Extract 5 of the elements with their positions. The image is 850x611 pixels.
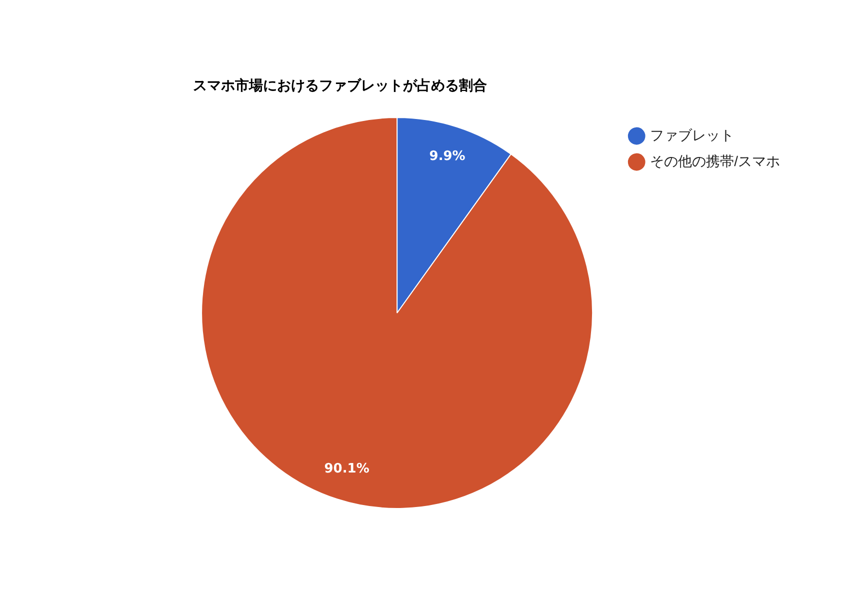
- legend-label: その他の携帯/スマホ: [650, 152, 780, 169]
- data-label: 9.9%: [429, 149, 466, 164]
- chart-title: スマホ市場におけるファブレットが占める割合: [193, 76, 487, 93]
- legend-label: ファブレット: [650, 126, 734, 143]
- data-label: 90.1%: [324, 462, 370, 477]
